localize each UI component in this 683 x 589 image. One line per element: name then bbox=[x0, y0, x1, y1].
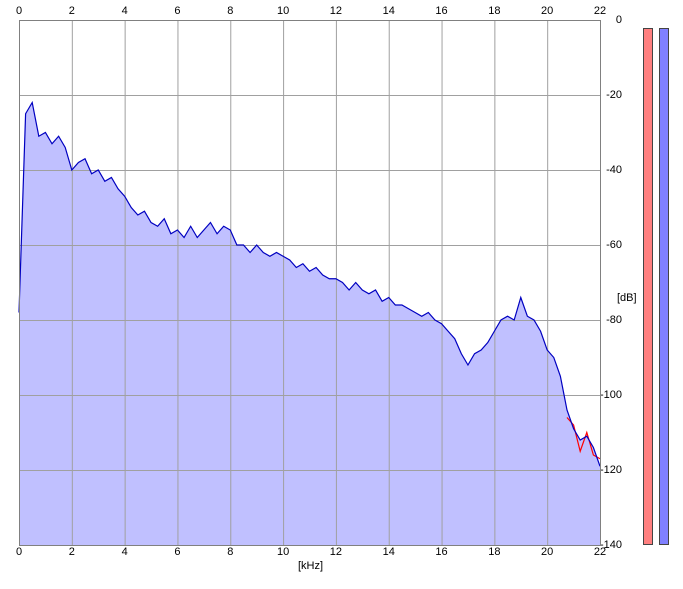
x-tick-label-top: 0 bbox=[16, 5, 22, 17]
right-meter bbox=[659, 28, 669, 545]
x-tick-label-top: 8 bbox=[227, 5, 233, 17]
x-tick-label-top: 16 bbox=[435, 5, 447, 17]
left-meter bbox=[643, 28, 653, 545]
x-tick-label: 20 bbox=[541, 546, 553, 558]
x-axis-label: [kHz] bbox=[298, 560, 323, 572]
y-tick-label: -20 bbox=[606, 89, 622, 101]
x-tick-label: 2 bbox=[69, 546, 75, 558]
spectrum-area bbox=[19, 102, 600, 545]
y-tick-label: -140 bbox=[600, 539, 622, 551]
y-tick-label: -60 bbox=[606, 239, 622, 251]
x-tick-label-top: 18 bbox=[488, 5, 500, 17]
x-tick-label-top: 20 bbox=[541, 5, 553, 17]
x-tick-label: 10 bbox=[277, 546, 289, 558]
x-tick-label: 22 bbox=[594, 546, 606, 558]
x-tick-label: 14 bbox=[383, 546, 395, 558]
x-tick-label-top: 2 bbox=[69, 5, 75, 17]
spectrum-line bbox=[566, 417, 601, 460]
x-tick-label: 12 bbox=[330, 546, 342, 558]
x-tick-label-top: 4 bbox=[122, 5, 128, 17]
x-tick-label-top: 10 bbox=[277, 5, 289, 17]
y-tick-label: 0 bbox=[616, 14, 622, 26]
y-axis-label: [dB] bbox=[617, 292, 637, 304]
spectrum-line bbox=[18, 100, 601, 467]
x-tick-label-top: 22 bbox=[594, 5, 606, 17]
x-tick-label-top: 12 bbox=[330, 5, 342, 17]
x-tick-label: 16 bbox=[435, 546, 447, 558]
x-tick-label: 8 bbox=[227, 546, 233, 558]
x-tick-label: 6 bbox=[174, 546, 180, 558]
x-tick-label: 18 bbox=[488, 546, 500, 558]
y-tick-label: -80 bbox=[606, 314, 622, 326]
x-tick-label: 4 bbox=[122, 546, 128, 558]
y-tick-label: -120 bbox=[600, 464, 622, 476]
plot-border bbox=[19, 20, 601, 546]
x-tick-label: 0 bbox=[16, 546, 22, 558]
x-tick-label-top: 6 bbox=[174, 5, 180, 17]
y-tick-label: -40 bbox=[606, 164, 622, 176]
x-tick-label-top: 14 bbox=[383, 5, 395, 17]
y-tick-label: -100 bbox=[600, 389, 622, 401]
